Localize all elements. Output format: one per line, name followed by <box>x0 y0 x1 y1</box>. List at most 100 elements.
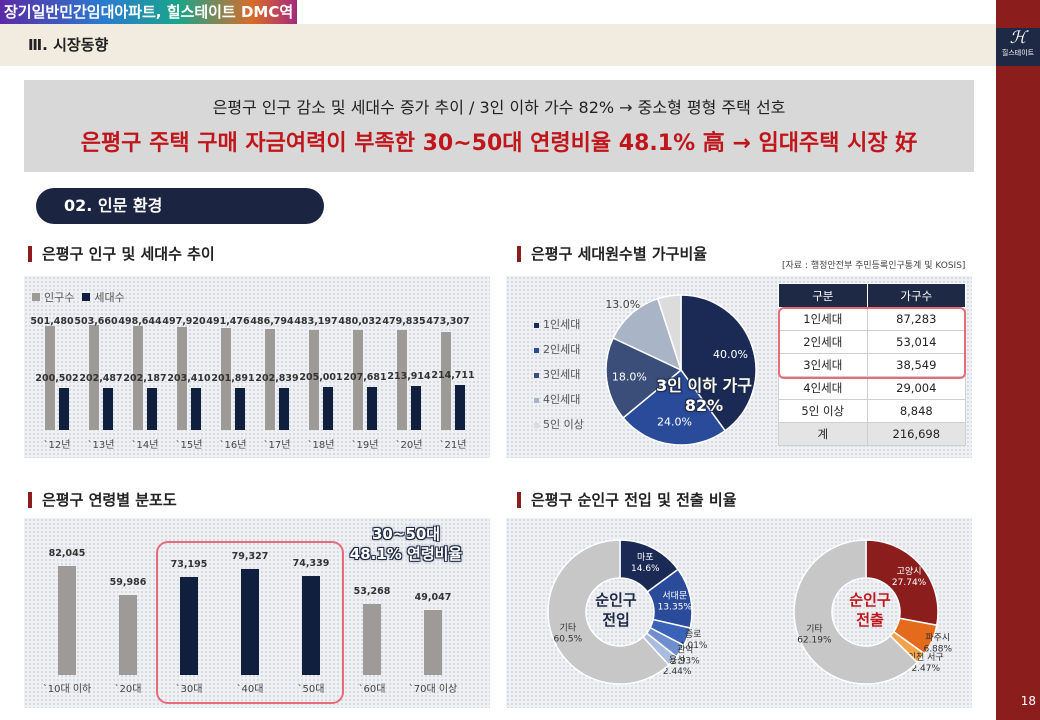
table-cell: 216,698 <box>866 422 967 446</box>
donut-in-label: 마포 <box>637 552 654 563</box>
donut-in-center-line1: 순인구 <box>595 591 637 609</box>
households-value-label: 207,681 <box>343 371 387 383</box>
legend-swatch-households <box>82 293 91 301</box>
pie-legend-item: 4인세대 <box>534 387 584 412</box>
data-source: [자료 : 행정안전부 주민등록인구통계 및 KOSIS] <box>782 261 966 271</box>
age-x-label: `70대 이상 <box>408 684 458 695</box>
household-pie-chart: 40.0%24.0%18.0%13.0%5.0% <box>605 290 757 446</box>
households-bar <box>59 388 69 430</box>
households-value-label: 202,487 <box>79 372 123 384</box>
donut-in-slice <box>547 539 670 685</box>
headline-box: 은평구 인구 감소 및 세대수 증가 추이 / 3인 이하 가수 82% → 중… <box>24 80 974 172</box>
donut-in-label: 기타 <box>560 622 577 633</box>
table-cell: 4인세대 <box>778 376 868 400</box>
donut-out-label: 파주시 <box>925 633 950 644</box>
donut-out-label: 인천 서구 <box>908 652 944 663</box>
table-header: 구분 <box>778 283 868 308</box>
household-pie-slice <box>605 337 683 419</box>
age-bar <box>180 577 198 675</box>
age-value-label: 82,045 <box>48 547 86 559</box>
panel-title-household: 은평구 세대원수별 가구비율 <box>517 246 707 262</box>
population-value-label: 480,032 <box>338 316 382 327</box>
age-value-label: 73,195 <box>170 559 208 571</box>
population-bar <box>221 327 231 430</box>
table-cell: 29,004 <box>866 376 967 400</box>
households-value-label: 213,914 <box>387 370 431 382</box>
households-bar <box>147 388 157 430</box>
households-bar <box>455 385 465 430</box>
household-pie-slice <box>612 297 683 372</box>
age-x-label: `50대 <box>297 684 325 695</box>
donut-out-slice <box>865 539 939 627</box>
table-header: 가구수 <box>866 283 967 308</box>
table-row: 2인세대 53,014 <box>778 330 967 354</box>
households-bar <box>235 388 245 430</box>
panel-title-migration: 은평구 순인구 전입 및 전출 비율 <box>517 492 737 508</box>
table-cell: 5인 이상 <box>778 399 868 423</box>
population-x-label: `20년 <box>395 440 423 451</box>
brand-logo: ℋ 힐스테이트 <box>996 28 1040 66</box>
household-pie-legend: 1인세대 2인세대 3인세대 4인세대 5인 이상 <box>534 312 584 437</box>
age-value-label: 53,268 <box>353 585 391 597</box>
donut-out-center-line1: 순인구 <box>849 591 891 609</box>
households-value-label: 205,001 <box>299 372 343 384</box>
population-value-label: 503,660 <box>74 316 118 327</box>
donut-in-label: 용산 <box>669 655 686 666</box>
table-cell: 2인세대 <box>778 330 868 354</box>
legend-population: 인구수 <box>44 291 75 304</box>
donut-in-label: 관악 <box>677 643 694 655</box>
age-overlay: 30~50대 48.1% 연령비율 <box>316 524 496 564</box>
donut-in-label: 서대문 <box>662 591 687 602</box>
population-value-label: 497,920 <box>162 316 206 327</box>
age-overlay-line1: 30~50대 <box>371 525 441 543</box>
households-value-label: 202,187 <box>123 373 167 384</box>
age-overlay-line2: 48.1% 연령비율 <box>349 545 463 563</box>
donut-in-center-line2: 전입 <box>602 611 630 629</box>
age-bar <box>58 565 76 675</box>
headline-main: 은평구 주택 구매 자금여력이 부족한 30~50대 연령비율 48.1% 高 … <box>80 131 918 156</box>
age-bar <box>424 609 442 675</box>
table-cell: 1인세대 <box>778 307 868 331</box>
section-heading: Ⅲ. 시장동향 <box>28 36 109 54</box>
population-value-label: 473,307 <box>426 316 470 327</box>
population-x-label: `14년 <box>131 440 159 451</box>
legend-swatch-population <box>32 293 40 301</box>
population-chart-panel <box>24 276 490 458</box>
household-pie-slice <box>680 294 757 432</box>
population-bar <box>353 330 363 430</box>
population-value-label: 498,644 <box>118 316 162 327</box>
table-cell: 53,014 <box>866 330 967 354</box>
households-value-label: 203,410 <box>167 372 211 384</box>
age-bar <box>302 575 320 675</box>
logo-text: 힐스테이트 <box>1001 49 1035 57</box>
household-table: 구분 가구수 1인세대 87,283 2인세대 53,014 3인세대 38,549 … <box>778 283 967 446</box>
donut-in-value: 2.93% <box>671 656 700 666</box>
households-value-label: 202,839 <box>255 372 299 384</box>
age-x-label: `60대 <box>358 684 386 695</box>
population-x-label: `19년 <box>351 440 379 451</box>
table-total-row: 계 216,698 <box>778 422 967 446</box>
age-bar <box>119 595 137 675</box>
age-x-label: `20대 <box>114 684 142 695</box>
pie-slice-label: 24.0% <box>657 416 692 429</box>
age-value-label: 79,327 <box>231 551 269 563</box>
donut-out-slice <box>793 539 919 685</box>
population-bar <box>441 331 451 430</box>
panel-title-age: 은평구 연령별 분포도 <box>28 492 177 508</box>
table-highlight-box <box>778 307 966 379</box>
population-bar <box>265 328 275 430</box>
headline-sub: 은평구 인구 감소 및 세대수 증가 추이 / 3인 이하 가수 82% → 중… <box>212 98 786 117</box>
age-value-label: 59,986 <box>109 577 147 589</box>
household-pie-slice <box>622 368 727 446</box>
table-row: 1인세대 87,283 <box>778 307 967 331</box>
pie-legend-item: 5인 이상 <box>534 412 584 437</box>
population-x-label: `18년 <box>307 440 335 451</box>
households-bar <box>279 387 289 430</box>
pie-overlay-line2: 82% <box>684 396 724 415</box>
households-bar <box>367 386 377 430</box>
donut-out-label: 고양시 <box>897 566 922 577</box>
population-value-label: 479,835 <box>382 316 426 327</box>
